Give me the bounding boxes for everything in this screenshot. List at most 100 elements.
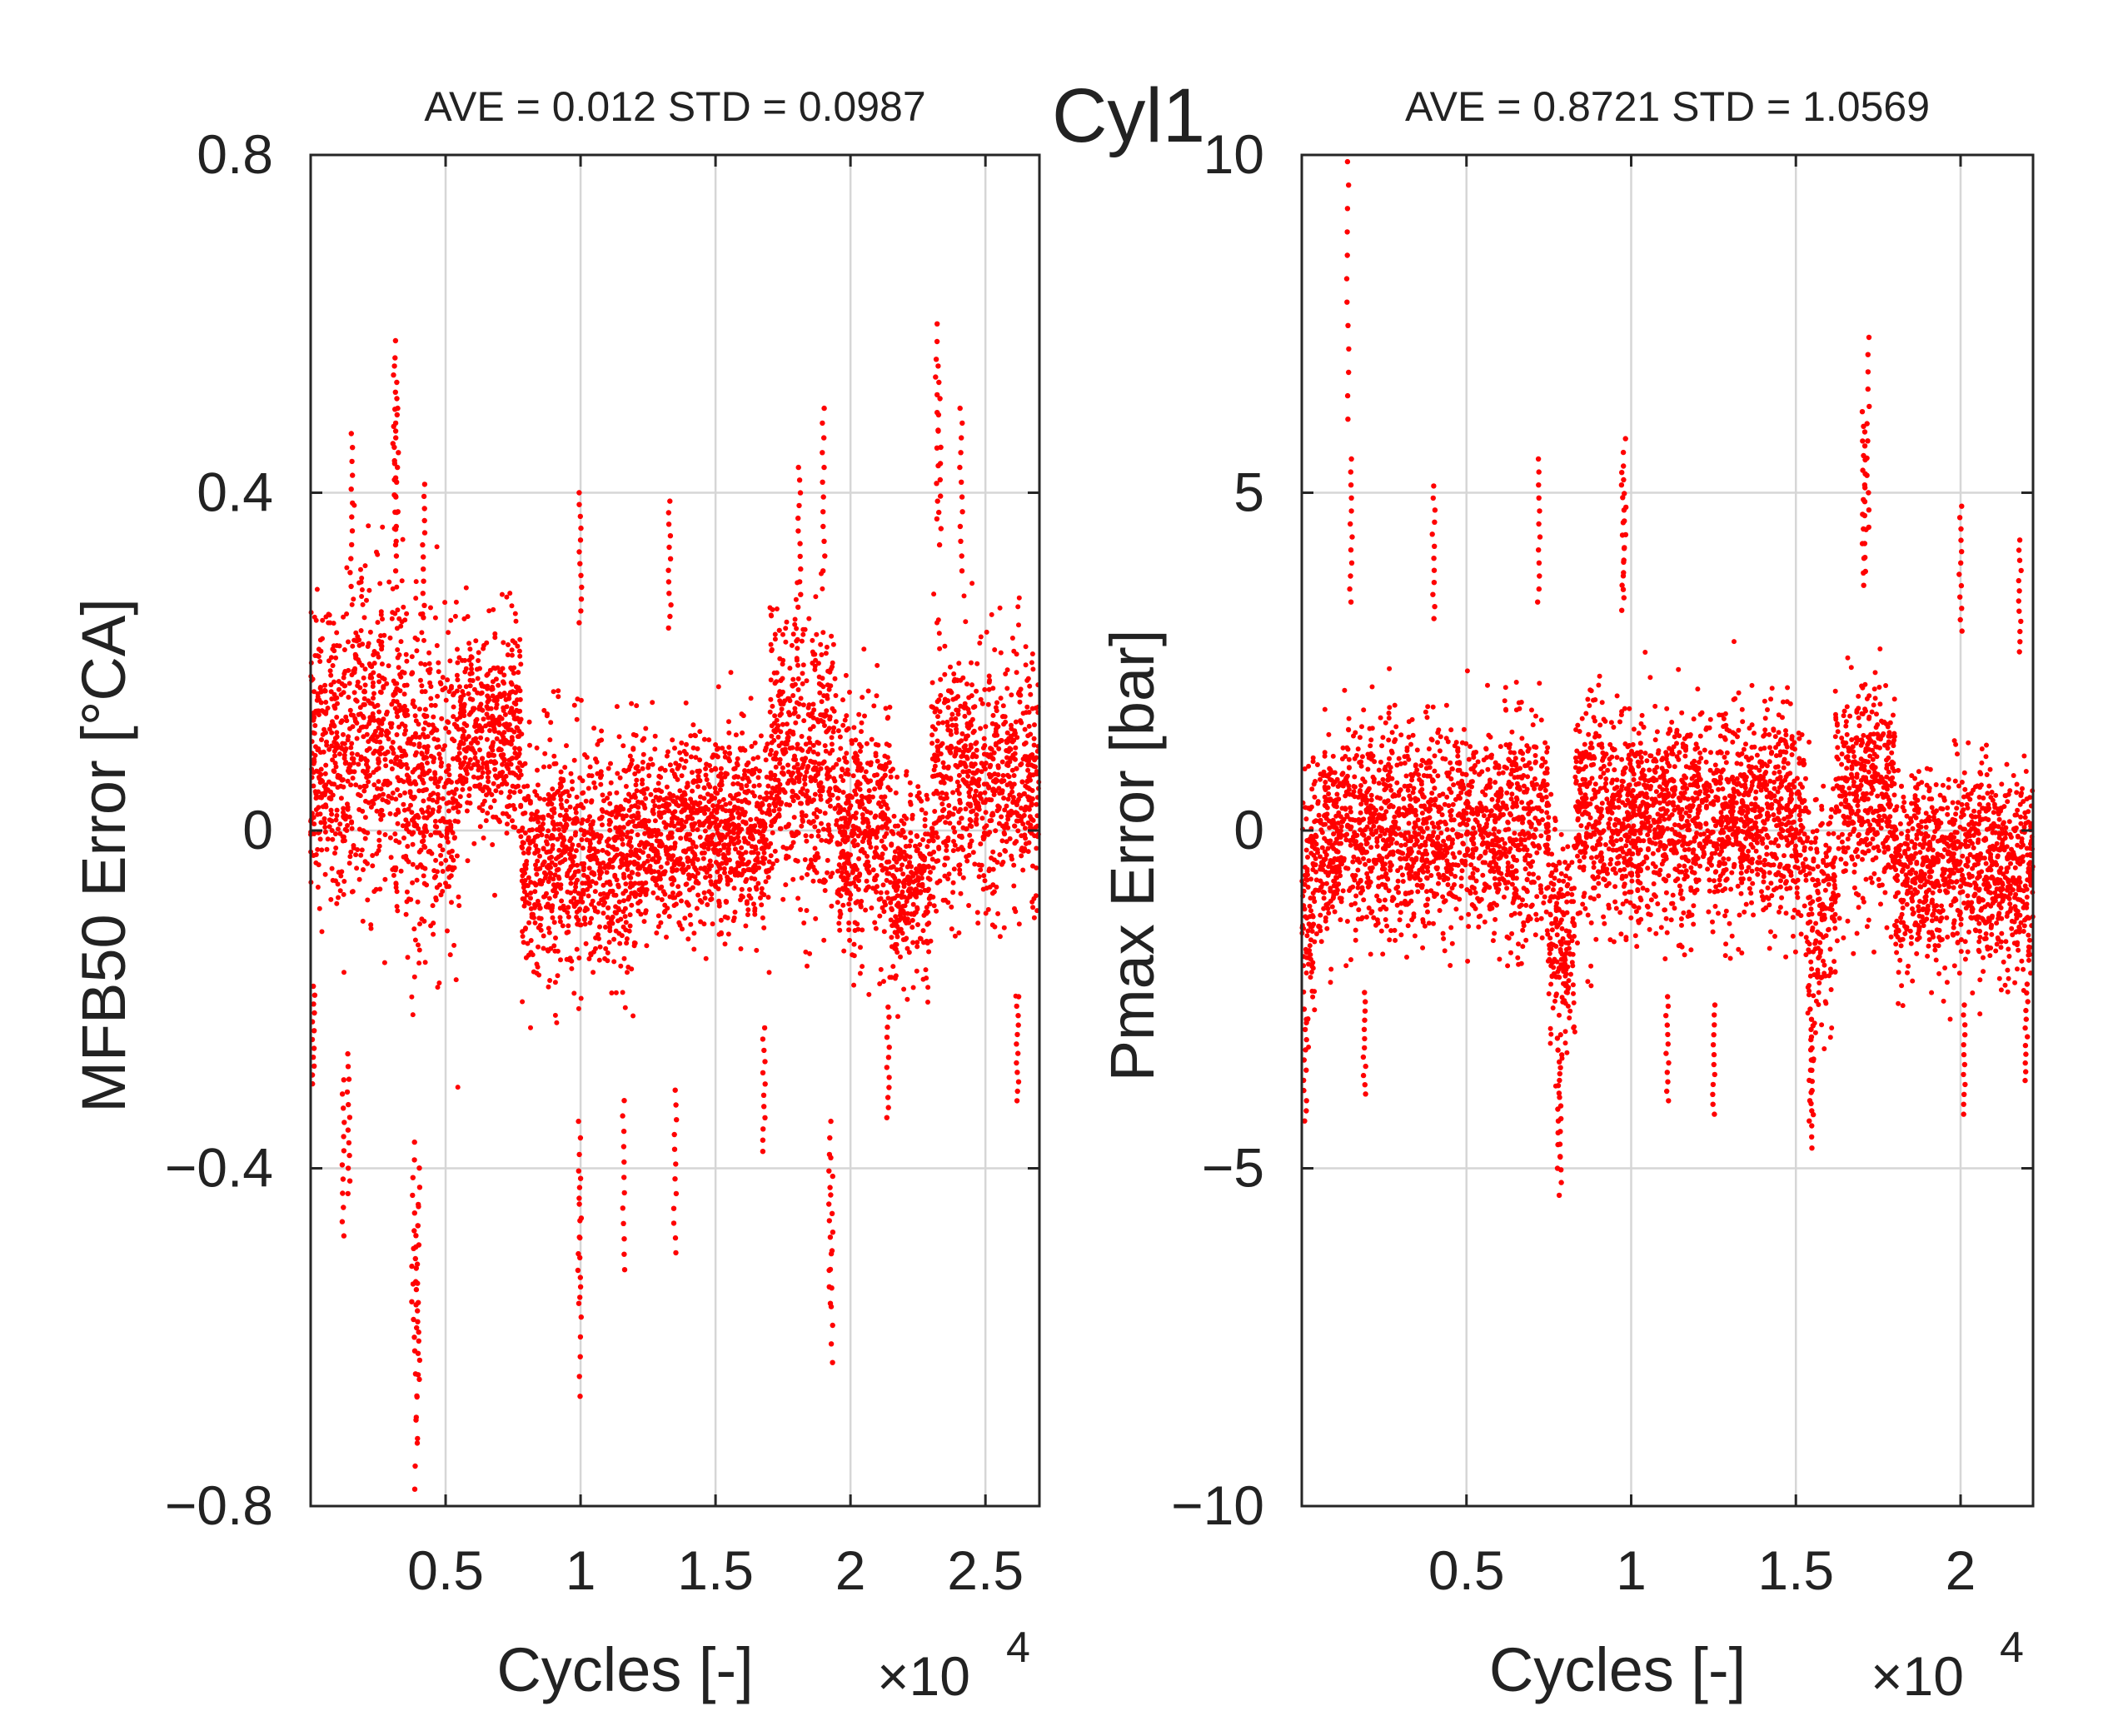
data-point xyxy=(371,696,376,701)
data-point xyxy=(728,835,734,841)
data-point xyxy=(330,757,336,763)
data-point xyxy=(509,647,515,653)
data-point xyxy=(596,839,602,845)
data-point xyxy=(820,676,825,681)
data-point xyxy=(931,849,937,855)
data-point xyxy=(1019,847,1024,853)
data-point xyxy=(858,945,863,950)
data-point xyxy=(670,737,675,743)
data-point xyxy=(956,772,962,778)
data-point xyxy=(376,766,381,771)
data-point xyxy=(419,751,425,756)
data-point xyxy=(816,761,822,766)
data-point xyxy=(909,816,915,821)
data-point xyxy=(399,578,405,584)
data-point xyxy=(546,925,551,931)
data-point xyxy=(973,741,979,746)
data-point xyxy=(983,910,989,916)
data-point xyxy=(926,920,932,926)
data-point xyxy=(505,821,510,827)
data-point xyxy=(674,867,680,873)
data-point xyxy=(332,851,337,856)
data-point xyxy=(444,884,450,890)
data-point xyxy=(885,715,891,721)
data-point xyxy=(865,854,870,859)
data-point xyxy=(557,905,563,911)
data-point xyxy=(824,644,830,650)
data-point xyxy=(830,664,835,670)
data-point xyxy=(654,930,660,935)
data-point xyxy=(796,701,802,707)
data-point xyxy=(856,711,862,717)
data-point xyxy=(833,693,839,698)
data-point xyxy=(389,796,395,801)
data-point xyxy=(704,777,710,782)
data-point xyxy=(496,746,502,751)
data-point xyxy=(900,930,905,936)
data-point xyxy=(840,697,845,703)
data-point xyxy=(517,719,523,725)
data-point xyxy=(671,823,677,829)
data-point xyxy=(735,798,741,804)
data-point xyxy=(877,981,883,986)
data-point xyxy=(768,641,774,647)
data-point xyxy=(812,824,818,830)
data-point xyxy=(467,757,473,762)
data-point xyxy=(351,690,357,696)
data-point xyxy=(316,805,321,811)
data-point xyxy=(469,666,474,672)
data-point xyxy=(349,819,355,825)
data-point xyxy=(348,745,354,751)
data-point xyxy=(725,931,731,937)
data-point xyxy=(422,706,428,712)
data-point xyxy=(944,791,949,797)
data-point xyxy=(759,890,765,895)
data-point xyxy=(382,876,388,882)
data-point xyxy=(460,726,466,732)
data-point xyxy=(593,880,599,886)
data-point xyxy=(340,838,346,844)
data-point xyxy=(960,704,966,710)
data-point xyxy=(1009,739,1015,745)
data-point xyxy=(582,752,587,757)
data-point xyxy=(996,739,1002,745)
data-point xyxy=(481,716,486,722)
data-point xyxy=(390,586,396,591)
data-point xyxy=(326,746,332,752)
data-point xyxy=(739,893,745,899)
data-point xyxy=(945,705,951,711)
data-point xyxy=(620,743,626,749)
data-point xyxy=(480,770,486,776)
data-point xyxy=(504,594,510,600)
data-point xyxy=(631,943,637,949)
data-point xyxy=(623,888,629,894)
data-point xyxy=(458,696,464,701)
data-point xyxy=(546,984,551,990)
data-point xyxy=(1001,796,1007,801)
data-point xyxy=(831,725,837,731)
data-point xyxy=(587,920,593,925)
data-point xyxy=(709,767,715,773)
data-point xyxy=(671,861,677,866)
data-point xyxy=(318,648,324,654)
data-point xyxy=(794,656,800,661)
data-point xyxy=(512,746,518,751)
data-point xyxy=(632,771,638,776)
data-point xyxy=(601,895,606,901)
data-point xyxy=(528,1025,533,1030)
data-point xyxy=(322,771,328,776)
data-point xyxy=(865,820,871,826)
data-point xyxy=(840,816,846,821)
data-point xyxy=(597,944,603,950)
data-point xyxy=(989,818,994,823)
data-point xyxy=(725,876,730,881)
data-point xyxy=(604,850,610,856)
data-point xyxy=(334,730,340,736)
data-point xyxy=(432,702,438,708)
data-point xyxy=(406,859,411,865)
data-point xyxy=(885,890,890,895)
data-point xyxy=(716,823,722,828)
data-point xyxy=(541,933,546,939)
data-point xyxy=(877,785,883,791)
data-point xyxy=(956,930,962,935)
